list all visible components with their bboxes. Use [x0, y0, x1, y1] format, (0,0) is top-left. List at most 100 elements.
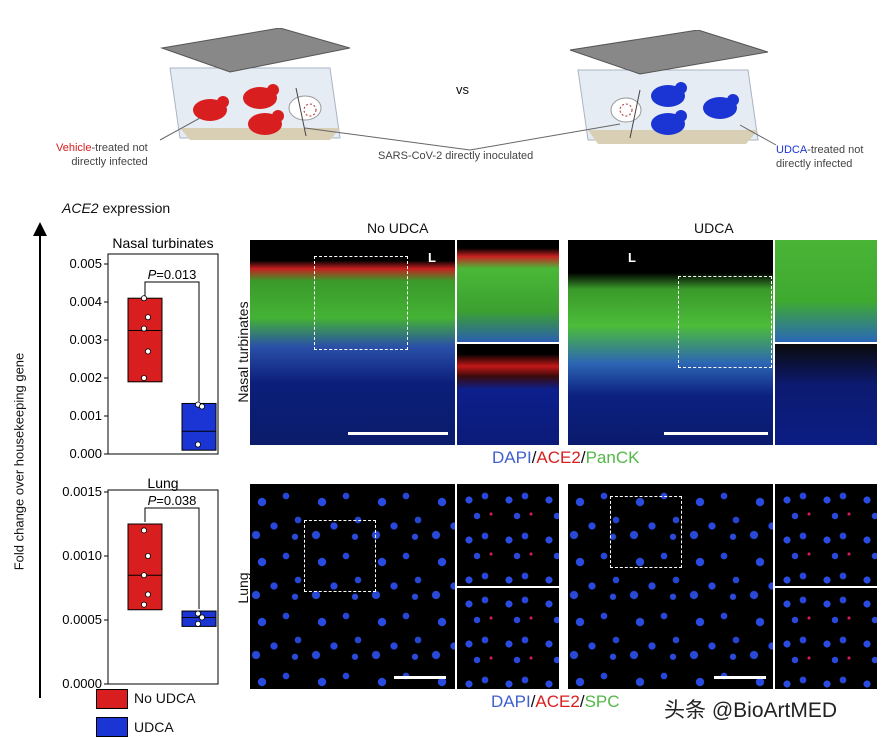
stain-nasal-ace2: ACE2	[536, 448, 581, 467]
significance-bracket	[144, 507, 200, 610]
scale-bar-lung-right	[714, 676, 766, 679]
expression-title: ACE2 expression	[62, 200, 170, 216]
p-value: =0.038	[156, 493, 196, 508]
y-tick-label: 0.0000	[62, 676, 102, 691]
data-point	[198, 403, 205, 410]
y-tick-label: 0.0010	[62, 548, 102, 563]
stain-legend-lung: DAPI/ACE2/SPC	[491, 692, 620, 712]
data-point	[194, 441, 201, 448]
inset-lung-no-udca-merged	[457, 484, 559, 586]
zoom-box-lung-left	[304, 520, 376, 592]
micrograph-lung-no-udca	[250, 484, 455, 689]
row-label-nasal: Nasal turbinates	[235, 301, 251, 403]
inoculated-caption: SARS-CoV-2 directly inoculated	[378, 150, 534, 162]
vehicle-word: Vehicle	[56, 142, 92, 154]
gene-name: ACE2	[62, 200, 99, 216]
zoom-box-nasal-right	[678, 276, 772, 368]
scale-bar-nasal-right	[664, 432, 768, 435]
stain-nasal-sep2: /	[580, 448, 586, 467]
y-tick-label: 0.001	[69, 408, 102, 423]
zoom-box-lung-right	[610, 496, 682, 568]
data-point	[141, 601, 148, 608]
row-label-lung: Lung	[235, 572, 251, 604]
data-point	[198, 614, 205, 621]
scale-bar-nasal-left	[348, 432, 448, 435]
cage-right-illustration	[569, 30, 768, 144]
p-value: =0.013	[156, 267, 196, 282]
schematic-pointer-lines	[159, 117, 777, 151]
p-value-label: P=0.038	[148, 493, 197, 508]
y-tick-label: 0.004	[69, 294, 102, 309]
chart-frame	[107, 489, 219, 685]
y-tick-label: 0.0015	[62, 484, 102, 499]
chart-frame	[107, 253, 219, 455]
stain-lung-spc: SPC	[584, 692, 620, 711]
data-point	[141, 295, 148, 302]
data-point	[141, 374, 148, 381]
data-point	[145, 348, 152, 355]
scale-bar-lung-left	[394, 676, 446, 679]
udca-rest-2: directly infected	[776, 158, 853, 170]
chart-title: Lung	[147, 476, 178, 491]
p-symbol: P	[148, 493, 157, 508]
vehicle-caption: Vehicle-treated not directly infected	[56, 141, 148, 169]
data-point	[145, 314, 152, 321]
legend-item-no-udca: No UDCA	[96, 688, 236, 710]
y-tick-label: 0.002	[69, 370, 102, 385]
stain-nasal-dapi: DAPI	[492, 448, 532, 467]
vehicle-rest-1: -treated not	[91, 142, 148, 154]
inset-nasal-no-udca-ace2	[457, 344, 559, 445]
box-no-udca	[127, 523, 163, 611]
data-point	[145, 591, 152, 598]
expression-title-rest: expression	[98, 200, 171, 216]
udca-rest-1: -treated not	[807, 144, 864, 156]
stain-lung-dapi: DAPI	[491, 692, 531, 711]
y-tick-label: 0.000	[69, 446, 102, 461]
vehicle-rest-2: directly infected	[71, 156, 148, 168]
y-tick-label: 0.0005	[62, 612, 102, 627]
stain-lung-ace2: ACE2	[535, 692, 580, 711]
data-point	[194, 620, 201, 627]
nasal-expression-chart: Nasal turbinates 0.005 0.004 0.003 0.002 0.00…	[69, 235, 219, 461]
p-value-label: P=0.013	[148, 267, 197, 282]
data-point	[141, 325, 148, 332]
col-header-udca: UDCA	[694, 220, 734, 236]
data-point	[145, 553, 152, 560]
cage-left-illustration	[160, 28, 350, 140]
significance-bracket	[144, 281, 200, 402]
inset-lung-no-udca-ace2	[457, 588, 559, 689]
box-no-udca	[127, 297, 163, 383]
inset-nasal-no-udca-merged	[457, 240, 559, 342]
inset-lung-udca-merged	[775, 484, 877, 586]
col-header-no-udca: No UDCA	[367, 220, 429, 236]
lung-expression-chart: Lung 0.0015 0.0010 0.0005 0.0000 P=0.038	[62, 476, 219, 691]
data-point	[141, 527, 148, 534]
inset-nasal-udca-merged	[775, 240, 877, 342]
stain-nasal-sep1: /	[531, 448, 537, 467]
legend-swatch-no-udca	[96, 689, 128, 709]
legend-label-no-udca: No UDCA	[134, 690, 196, 706]
legend-label-udca: UDCA	[134, 719, 174, 735]
p-symbol: P	[148, 267, 157, 282]
y-tick-label: 0.005	[69, 256, 102, 271]
micrograph-lung-udca	[568, 484, 773, 689]
lumen-label-left: L	[428, 250, 436, 265]
y-tick-label: 0.003	[69, 332, 102, 347]
inset-lung-udca-ace2	[775, 588, 877, 689]
stain-nasal-panck: PanCK	[585, 448, 640, 467]
fold-change-axis-arrow	[33, 222, 47, 698]
legend-item-udca: UDCA	[96, 717, 236, 739]
inset-nasal-udca-ace2	[775, 344, 877, 445]
legend-swatch-udca	[96, 717, 128, 737]
micrograph-nasal-no-udca: L	[250, 240, 455, 445]
stain-lung-sep2: /	[579, 692, 585, 711]
chart-title: Nasal turbinates	[112, 235, 213, 251]
y-axis-label: Fold change over housekeeping gene	[11, 352, 27, 571]
data-point	[141, 572, 148, 579]
stain-legend-nasal: DAPI/ACE2/PanCK	[492, 448, 639, 468]
zoom-box-nasal-left	[314, 256, 408, 350]
stain-lung-sep1: /	[530, 692, 536, 711]
data-point	[194, 610, 201, 617]
lumen-label-right: L	[628, 250, 636, 265]
vs-label: vs	[456, 82, 469, 97]
